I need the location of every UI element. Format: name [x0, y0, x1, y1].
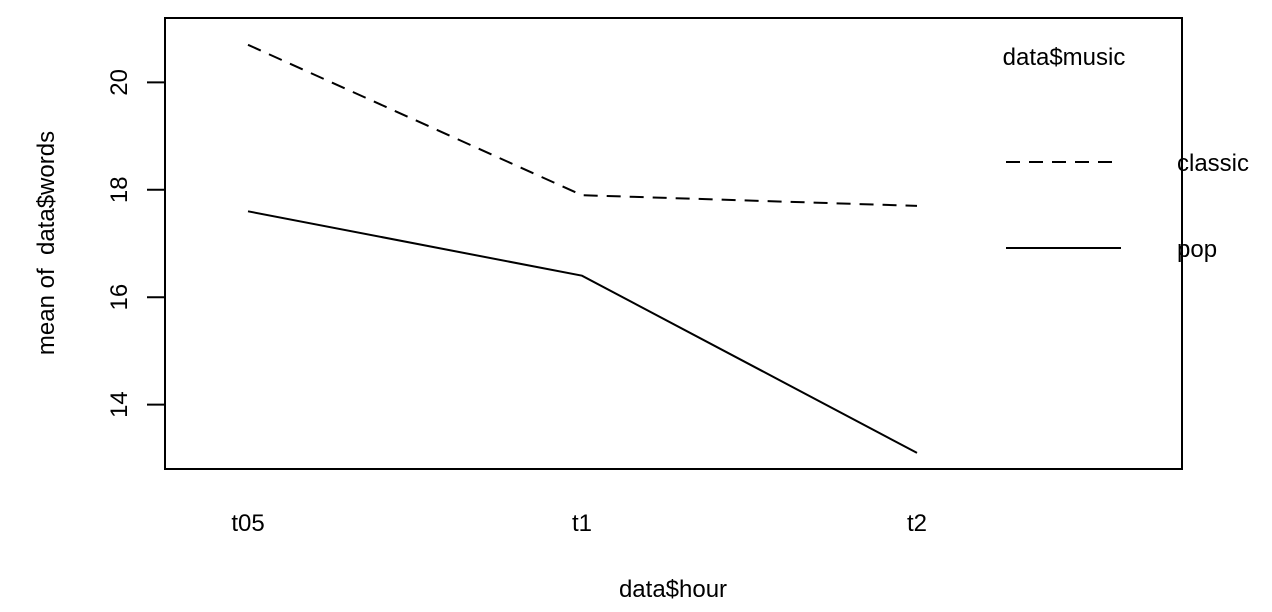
series-line-classic [247, 43, 918, 207]
legend: data$music classic pop [1003, 44, 1249, 263]
legend-label-pop: pop [1177, 236, 1217, 263]
x-tick-label: t05 [231, 510, 264, 537]
y-tick-label: 18 [106, 176, 133, 203]
y-tick-label: 14 [106, 391, 133, 418]
x-tick-label: t2 [907, 510, 927, 537]
y-axis-label: mean of data$words [33, 131, 60, 355]
plot-frame [164, 17, 1183, 470]
x-tick-label: t1 [572, 510, 592, 537]
legend-label-classic: classic [1177, 150, 1249, 177]
y-tick-label: 16 [106, 284, 133, 311]
y-tick-label: 20 [106, 69, 133, 96]
x-axis-label: data$hour [619, 576, 727, 603]
series-lines [247, 43, 918, 454]
series-line-pop [247, 210, 918, 454]
y-axis: 14 16 18 20 [106, 69, 166, 418]
legend-title: data$music [1003, 44, 1126, 71]
x-axis: t05 t1 t2 [231, 510, 927, 537]
